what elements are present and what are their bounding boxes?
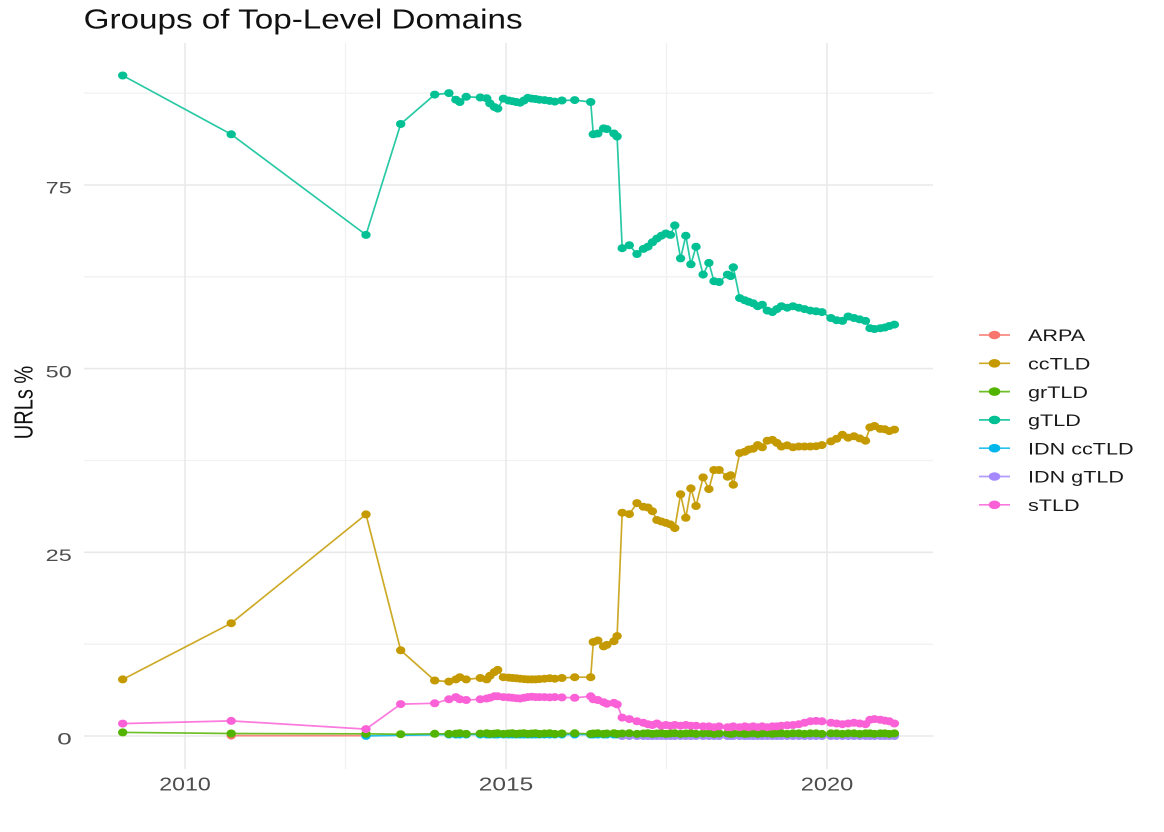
- svg-text:gTLD: gTLD: [1028, 411, 1081, 430]
- svg-text:2020: 2020: [801, 775, 854, 795]
- svg-text:0: 0: [57, 730, 72, 749]
- svg-text:50: 50: [46, 362, 72, 381]
- svg-text:ccTLD: ccTLD: [1028, 355, 1090, 374]
- svg-text:75: 75: [46, 179, 72, 198]
- svg-text:2015: 2015: [479, 775, 534, 795]
- svg-text:URLs %: URLs %: [9, 366, 38, 440]
- svg-text:sTLD: sTLD: [1028, 496, 1080, 515]
- svg-text:2010: 2010: [159, 775, 211, 795]
- svg-text:IDN ccTLD: IDN ccTLD: [1028, 439, 1134, 458]
- svg-text:ARPA: ARPA: [1028, 326, 1086, 345]
- svg-text:IDN gTLD: IDN gTLD: [1028, 468, 1124, 487]
- svg-text:grTLD: grTLD: [1028, 383, 1088, 402]
- svg-text:Groups of Top-Level Domains: Groups of Top-Level Domains: [84, 3, 523, 34]
- svg-text:25: 25: [46, 546, 72, 565]
